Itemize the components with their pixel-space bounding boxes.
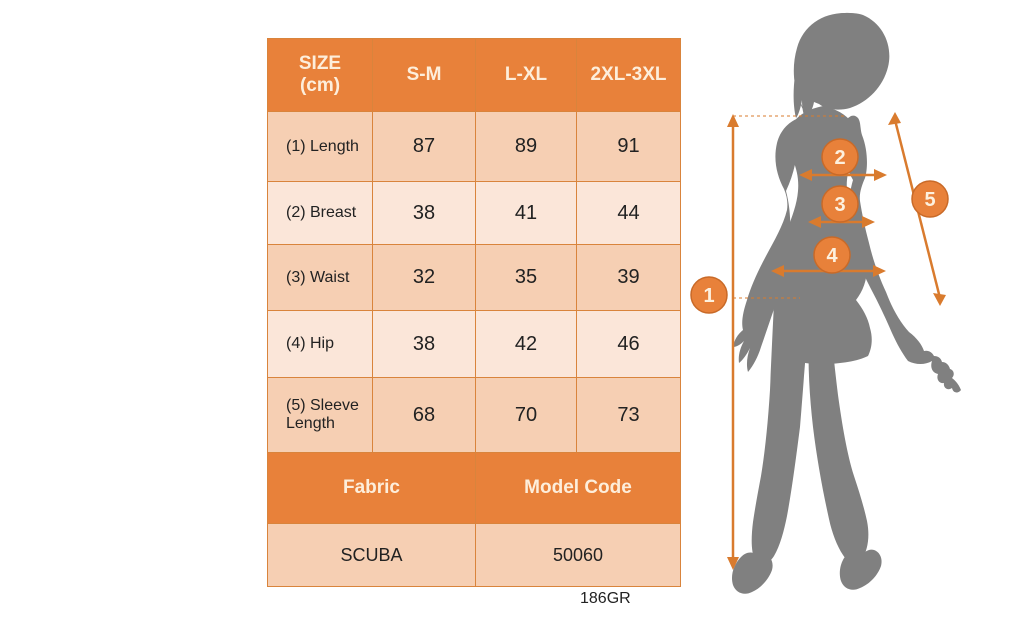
svg-text:4: 4: [826, 245, 838, 267]
svg-text:2: 2: [834, 147, 845, 169]
svg-text:5: 5: [924, 189, 935, 211]
svg-text:1: 1: [703, 285, 714, 307]
svg-text:3: 3: [834, 194, 845, 216]
